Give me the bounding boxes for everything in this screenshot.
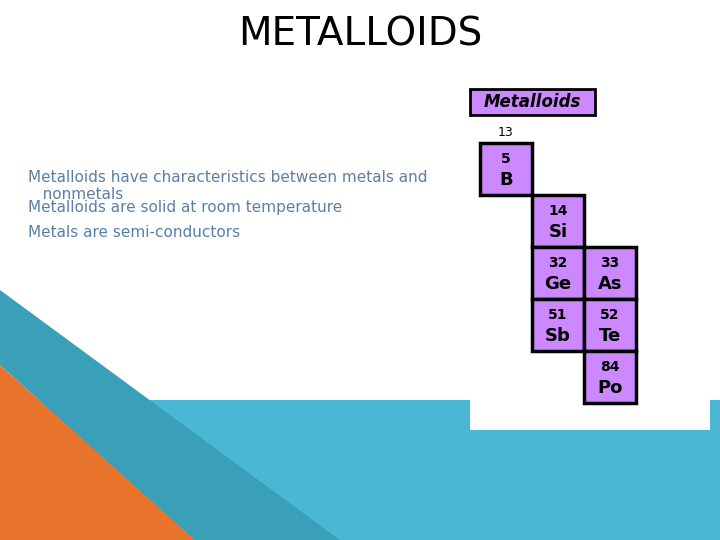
Text: As: As (598, 275, 622, 293)
Text: 84: 84 (600, 360, 620, 374)
FancyBboxPatch shape (470, 120, 710, 430)
FancyBboxPatch shape (480, 143, 532, 195)
Text: 14: 14 (548, 204, 568, 218)
Text: Si: Si (549, 224, 567, 241)
FancyBboxPatch shape (532, 247, 584, 299)
Text: 13: 13 (498, 126, 514, 139)
FancyBboxPatch shape (532, 299, 584, 351)
Text: Metalloids have characteristics between metals and
   nonmetals: Metalloids have characteristics between … (28, 170, 428, 202)
Polygon shape (0, 290, 340, 540)
Text: 32: 32 (549, 255, 567, 269)
Text: Metalloids are solid at room temperature: Metalloids are solid at room temperature (28, 200, 342, 215)
Text: Metals are semi-conductors: Metals are semi-conductors (28, 225, 240, 240)
Text: Metalloids: Metalloids (484, 93, 581, 111)
FancyBboxPatch shape (532, 195, 584, 247)
Text: 5: 5 (501, 152, 511, 166)
FancyBboxPatch shape (584, 247, 636, 299)
Text: Po: Po (598, 380, 623, 397)
Polygon shape (0, 365, 195, 540)
Text: Ge: Ge (544, 275, 572, 293)
Text: 33: 33 (600, 255, 620, 269)
Text: Sb: Sb (545, 327, 571, 346)
Text: B: B (499, 171, 513, 190)
Text: METALLOIDS: METALLOIDS (238, 16, 482, 54)
Text: Te: Te (599, 327, 621, 346)
Polygon shape (0, 400, 720, 540)
Text: 51: 51 (548, 308, 568, 322)
FancyBboxPatch shape (470, 89, 595, 115)
Text: 52: 52 (600, 308, 620, 322)
FancyBboxPatch shape (584, 299, 636, 351)
FancyBboxPatch shape (584, 351, 636, 403)
